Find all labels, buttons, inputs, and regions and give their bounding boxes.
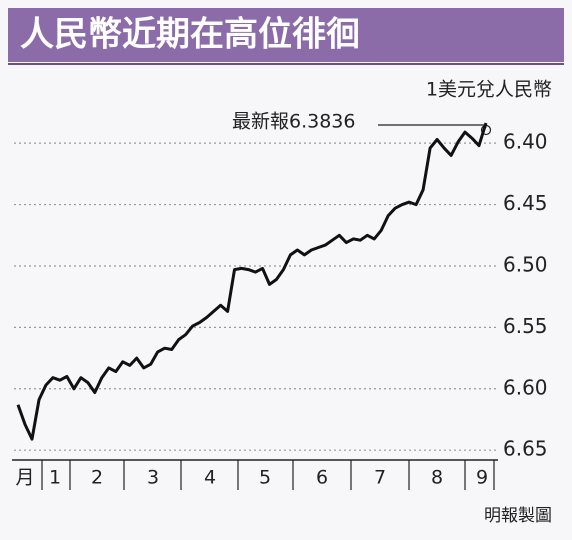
title-bar	[8, 8, 564, 62]
y-tick-label: 6.55	[503, 314, 548, 338]
y-tick-label: 6.45	[503, 191, 548, 215]
chart-title: 人民幣近期在高位徘徊	[20, 15, 360, 55]
subtitle: 1美元兌人民幣	[426, 79, 552, 101]
y-tick-label: 6.50	[503, 252, 548, 276]
y-tick-label: 6.60	[503, 375, 548, 399]
x-tick-label: 8	[431, 467, 443, 489]
x-tick-label: 3	[147, 467, 159, 489]
x-tick-label: 1	[49, 467, 61, 489]
x-tick-label: 6	[316, 467, 328, 489]
x-tick-label: 2	[91, 467, 103, 489]
source: 明報製圖	[484, 506, 552, 526]
y-tick-label: 6.65	[503, 437, 548, 461]
x-tick-label: 4	[204, 467, 216, 489]
x-tick-label: 7	[374, 467, 386, 489]
line	[16, 122, 488, 441]
annotation: 最新報6.3836	[232, 111, 355, 133]
y-tick-label: 6.40	[503, 130, 548, 154]
x-tick-label: 9	[476, 467, 488, 489]
x-tick-label: 月	[15, 467, 34, 489]
x-tick-label: 5	[259, 467, 271, 489]
